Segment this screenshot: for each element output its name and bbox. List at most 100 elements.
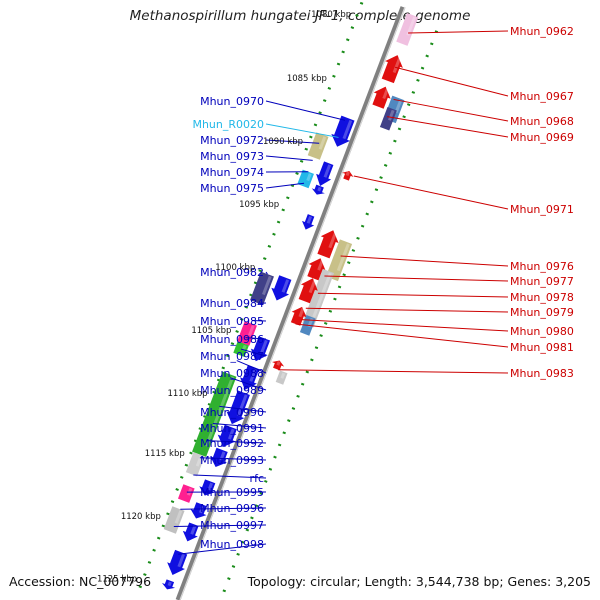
forward-label-connector	[265, 100, 346, 121]
scale-label: 1120 kbp	[121, 512, 161, 522]
reverse-gene-1[interactable]	[396, 12, 419, 46]
forward-gene-label[interactable]: Mhun_0986	[200, 333, 264, 346]
scale-label: 1105 kbp	[191, 326, 231, 336]
scale-label: 1100 kbp	[215, 263, 255, 273]
forward-gene-19[interactable]	[177, 484, 195, 503]
reverse-gene-label[interactable]: Mhun_0978	[510, 291, 574, 304]
forward-gene-label[interactable]: Mhun_0973	[200, 150, 264, 163]
reverse-gene-label[interactable]: Mhun_0979	[510, 306, 574, 319]
forward-gene-label[interactable]: Mhun_0996	[200, 502, 264, 515]
forward-gene-label[interactable]: Mhun_0998	[200, 538, 264, 551]
reverse-gene-5[interactable]	[379, 106, 397, 131]
reverse-gene-12[interactable]	[290, 306, 307, 326]
backbone-layer	[175, 6, 406, 600]
forward-gene-8[interactable]	[250, 271, 274, 306]
reverse-gene-label[interactable]: Mhun_0976	[510, 260, 574, 273]
forward-gene-label[interactable]: Mhun_0995	[200, 486, 264, 499]
forward-gene-9[interactable]	[237, 321, 257, 346]
forward-gene-12[interactable]	[240, 364, 260, 390]
scale-label: 1110 kbp	[167, 389, 207, 399]
reverse-gene-label[interactable]: Mhun_0981	[510, 341, 574, 354]
forward-label-connector	[230, 377, 267, 391]
forward-label-connector	[236, 360, 267, 374]
forward-gene-label[interactable]: Mhun_0974	[200, 166, 264, 179]
forward-gene-label[interactable]: Mhun_0987	[200, 350, 264, 363]
forward-gene-6[interactable]	[302, 214, 315, 230]
forward-label-connector	[265, 139, 320, 144]
forward-gene-label[interactable]: Mhun_0972	[200, 134, 264, 147]
forward-gene-18[interactable]	[199, 479, 216, 496]
reverse-label-connector	[317, 292, 509, 298]
forward-label-connector	[265, 123, 339, 138]
reverse-label-connector	[353, 175, 509, 210]
reverse-gene-label[interactable]: Mhun_0977	[510, 275, 574, 288]
scale-label: 1125 kbp	[97, 575, 137, 585]
forward-label-connector	[245, 337, 267, 340]
accession-text: Accession: NC_007796	[9, 574, 152, 589]
forward-gene-4[interactable]	[297, 169, 314, 189]
forward-gene-2[interactable]	[307, 132, 329, 160]
reverse-gene-label[interactable]: Mhun_0983	[510, 367, 574, 380]
forward-gene-1[interactable]	[331, 115, 355, 147]
gene-labels-layer: Mhun_0970 Mhun_R0020 Mhun_0972 Mhun_0973 Mhu…	[192, 25, 573, 551]
reverse-gene-8[interactable]	[325, 239, 353, 282]
reverse-gene-9[interactable]	[307, 258, 326, 281]
forward-gene-label[interactable]: Mhun_0992	[200, 437, 264, 450]
reverse-label-connector	[340, 255, 509, 267]
forward-label-connector	[173, 524, 267, 527]
forward-gene-label[interactable]: rfc	[250, 472, 264, 485]
reverse-gene-label[interactable]: Mhun_0969	[510, 131, 574, 144]
forward-gene-13[interactable]	[192, 371, 237, 457]
forward-gene-label[interactable]: Mhun_0997	[200, 519, 264, 532]
reverse-label-connector	[301, 319, 509, 332]
reverse-gene-2[interactable]	[381, 55, 403, 84]
forward-gene-label[interactable]: Mhun_0984	[200, 297, 264, 310]
reverse-label-connector	[408, 30, 509, 34]
forward-gene-label[interactable]: Mhun_0985	[200, 315, 264, 328]
forward-gene-label[interactable]: Mhun_0991	[200, 422, 264, 435]
map-title: Methanospirillum hungatei JF-1, complete…	[129, 8, 471, 24]
forward-gene-21[interactable]	[163, 506, 185, 534]
reverse-gene-7[interactable]	[317, 230, 339, 259]
forward-gene-23[interactable]	[167, 549, 188, 576]
forward-gene-5[interactable]	[311, 184, 325, 195]
forward-label-connector	[180, 507, 267, 510]
forward-label-connector	[240, 348, 267, 357]
forward-gene-label[interactable]: Mhun_0982	[200, 266, 264, 279]
scale-label: 1095 kbp	[239, 200, 279, 210]
forward-gene-label[interactable]: Mhun_0970	[200, 95, 264, 108]
reverse-gene-label[interactable]: Mhun_0962	[510, 25, 574, 38]
reverse-gene-label[interactable]: Mhun_0971	[510, 203, 574, 216]
forward-gene-label[interactable]: Mhun_0990	[200, 406, 264, 419]
reverse-gene-6[interactable]	[342, 170, 354, 181]
forward-gene-label[interactable]: Mhun_0993	[200, 454, 264, 467]
forward-gene-22[interactable]	[182, 522, 199, 542]
scale-label: 1115 kbp	[145, 449, 185, 459]
reverse-gene-3[interactable]	[372, 86, 391, 109]
reverse-gene-label[interactable]: Mhun_0967	[510, 90, 574, 103]
forward-gene-label[interactable]: Mhun_R0020	[192, 118, 264, 131]
reverse-label-connector	[393, 98, 509, 122]
forward-gene-14[interactable]	[226, 390, 250, 425]
scale-label: 1085 kbp	[287, 74, 327, 84]
forward-gene-label[interactable]: Mhun_0975	[200, 182, 264, 195]
reverse-gene-14[interactable]	[272, 360, 285, 371]
forward-gene-label[interactable]: Mhun_0989	[200, 384, 264, 397]
reverse-gene-10[interactable]	[302, 268, 335, 328]
reverse-label-connector	[295, 323, 509, 348]
forward-gene-7[interactable]	[271, 275, 292, 301]
reverse-gene-15[interactable]	[275, 370, 288, 385]
reverse-gene-label[interactable]: Mhun_0968	[510, 115, 574, 128]
reverse-gene-11[interactable]	[298, 278, 318, 304]
forward-label-connector	[178, 543, 267, 555]
forward-gene-label[interactable]: Mhun_0988	[200, 367, 264, 380]
forward-label-connector	[265, 182, 305, 189]
reverse-gene-label[interactable]: Mhun_0980	[510, 325, 574, 338]
forward-gene-10[interactable]	[250, 336, 271, 362]
forward-gene-3[interactable]	[316, 161, 334, 187]
forward-label-connector	[212, 422, 267, 429]
forward-gene-24[interactable]	[162, 579, 176, 590]
scale-label: 1090 kbp	[263, 137, 303, 147]
